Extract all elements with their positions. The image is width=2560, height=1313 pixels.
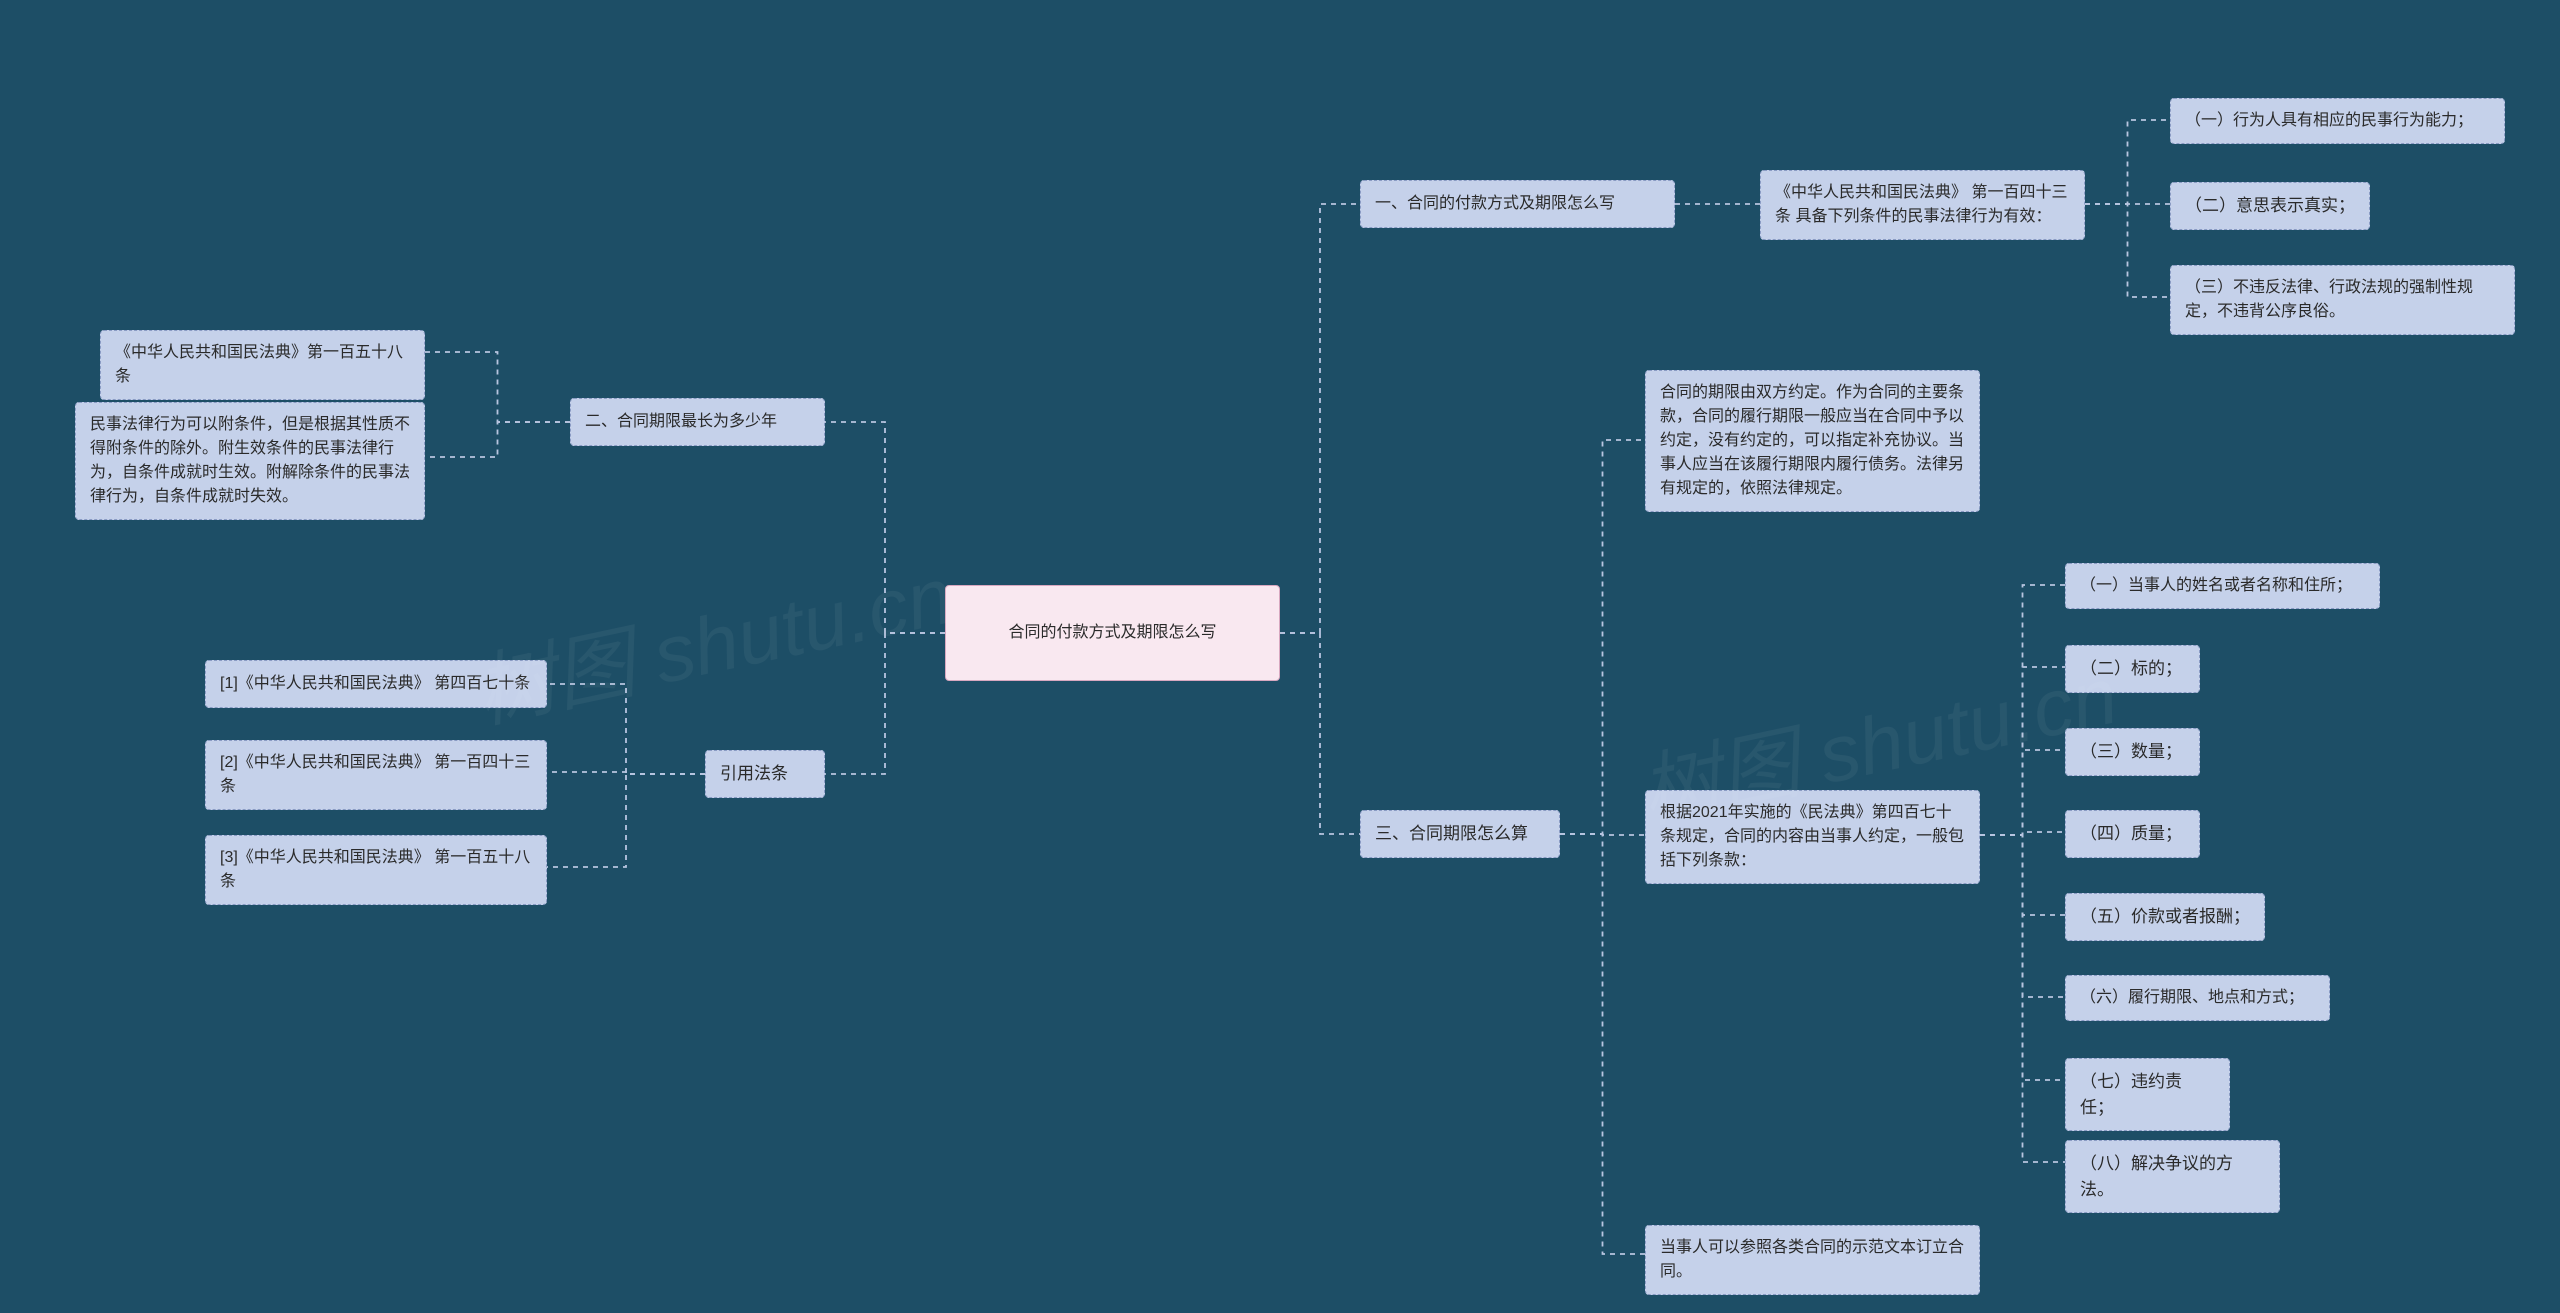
mind-node: 三、合同期限怎么算	[1360, 810, 1560, 858]
connector	[547, 774, 705, 867]
mind-node: （七）违约责任；	[2065, 1058, 2230, 1131]
mind-node: [1]《中华人民共和国民法典》 第四百七十条	[205, 660, 547, 708]
mind-node: 一、合同的付款方式及期限怎么写	[1360, 180, 1675, 228]
mind-node: （三）数量；	[2065, 728, 2200, 776]
mind-node: （三）不违反法律、行政法规的强制性规定，不违背公序良俗。	[2170, 265, 2515, 335]
connector	[1980, 585, 2065, 835]
mind-node: 当事人可以参照各类合同的示范文本订立合同。	[1645, 1225, 1980, 1295]
mind-node: [2]《中华人民共和国民法典》 第一百四十三条	[205, 740, 547, 810]
mind-node: （一）行为人具有相应的民事行为能力；	[2170, 98, 2505, 144]
mind-node: [3]《中华人民共和国民法典》 第一百五十八条	[205, 835, 547, 905]
connector	[425, 422, 570, 457]
connector	[1980, 832, 2065, 835]
connector	[2085, 120, 2170, 204]
connector	[1560, 440, 1645, 834]
connector	[1980, 835, 2065, 915]
mind-node: （五）价款或者报酬；	[2065, 893, 2265, 941]
connector	[547, 772, 705, 774]
mind-node: 《中华人民共和国民法典》 第一百四十三条 具备下列条件的民事法律行为有效：	[1760, 170, 2085, 240]
connector	[1980, 750, 2065, 835]
mind-node: 合同的期限由双方约定。作为合同的主要条款，合同的履行期限一般应当在合同中予以约定…	[1645, 370, 1980, 512]
connector	[1980, 835, 2065, 997]
mind-node: （八）解决争议的方法。	[2065, 1140, 2280, 1213]
connector	[425, 352, 570, 422]
mind-node: 民事法律行为可以附条件，但是根据其性质不得附条件的除外。附生效条件的民事法律行为…	[75, 402, 425, 520]
mind-node: 引用法条	[705, 750, 825, 798]
mind-node: 合同的付款方式及期限怎么写	[945, 585, 1280, 681]
connector	[547, 684, 705, 774]
mind-node: （六）履行期限、地点和方式；	[2065, 975, 2330, 1021]
connector	[825, 633, 945, 774]
connector	[825, 422, 945, 633]
connector	[2085, 204, 2170, 297]
connector	[1560, 834, 1645, 1254]
connector	[1980, 835, 2065, 1162]
connector	[1280, 633, 1360, 834]
mind-node: （四）质量；	[2065, 810, 2200, 858]
watermark: 树图 shutu.cn	[463, 531, 961, 745]
mind-node: 二、合同期限最长为多少年	[570, 398, 825, 446]
mind-node: 根据2021年实施的《民法典》第四百七十条规定，合同的内容由当事人约定，一般包括…	[1645, 790, 1980, 884]
mind-node: （一）当事人的姓名或者名称和住所；	[2065, 563, 2380, 609]
mind-node: （二）意思表示真实；	[2170, 182, 2370, 230]
connector	[1560, 834, 1645, 835]
mind-node: （二）标的；	[2065, 645, 2200, 693]
connector	[1980, 667, 2065, 835]
mind-node: 《中华人民共和国民法典》第一百五十八条	[100, 330, 425, 400]
connector	[1980, 835, 2065, 1080]
connector	[1280, 204, 1360, 633]
